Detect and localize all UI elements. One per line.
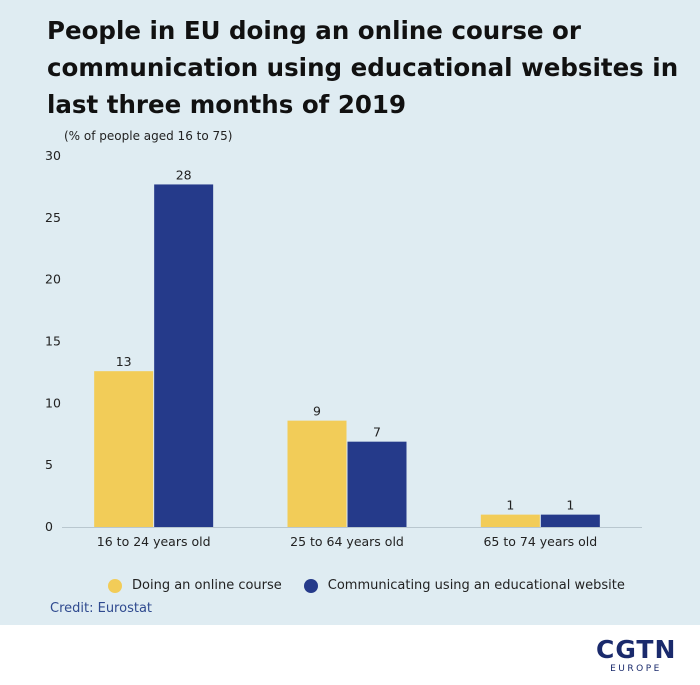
legend-label-online-course: Doing an online course <box>132 578 282 593</box>
legend-label-educational-website: Communicating using an educational websi… <box>327 578 625 593</box>
y-tick-label: 10 <box>45 395 61 410</box>
data-label: 9 <box>313 404 321 419</box>
legend-swatch-online-course <box>108 578 122 593</box>
data-label: 1 <box>506 498 514 513</box>
legend: Doing an online course Communicating usi… <box>108 578 647 593</box>
legend-swatch-educational-website <box>303 578 318 593</box>
y-tick-label: 25 <box>45 210 61 225</box>
legend-item-educational-website: Communicating using an educational websi… <box>303 578 625 593</box>
credit-text: Credit: Eurostat <box>50 601 153 616</box>
bar-online-course <box>287 420 347 527</box>
bar-educational-website <box>347 441 407 527</box>
logo-sub-text: EUROPE <box>610 664 662 674</box>
x-tick-label: 25 to 64 years old <box>290 534 404 549</box>
data-label: 1 <box>566 498 574 513</box>
x-tick-label: 65 to 74 years old <box>483 534 597 549</box>
cgtn-europe-logo: CGTN EUROPE <box>596 635 677 675</box>
y-tick-label: 0 <box>45 519 53 534</box>
bar-educational-website <box>540 514 600 527</box>
bar-online-course <box>94 371 154 527</box>
logo-main-text: CGTN <box>596 635 677 664</box>
y-tick-label: 20 <box>45 272 61 287</box>
legend-item-online-course: Doing an online course <box>108 578 282 593</box>
y-tick-label: 5 <box>45 457 53 472</box>
data-label: 28 <box>176 167 192 182</box>
y-tick-label: 15 <box>45 334 61 349</box>
chart-title: People in EU doing an online course or c… <box>47 16 679 119</box>
y-tick-label: 30 <box>45 148 61 163</box>
data-label: 7 <box>373 425 381 440</box>
bar-educational-website <box>154 184 214 527</box>
unit-note: (% of people aged 16 to 75) <box>64 129 233 143</box>
x-tick-label: 16 to 24 years old <box>97 534 211 549</box>
bar-online-course <box>480 514 540 527</box>
data-label: 13 <box>116 354 132 369</box>
bar-chart: 0 5 10 15 20 25 30 13 28 16 to 24 years old 9 7 25 t… <box>45 148 642 549</box>
